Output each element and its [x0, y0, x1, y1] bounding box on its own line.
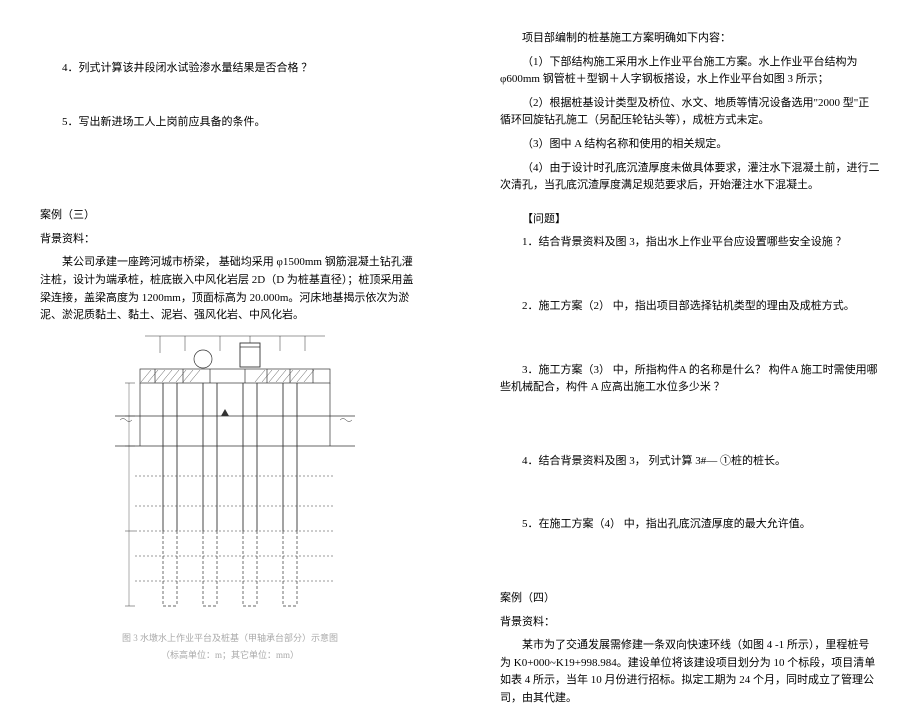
case4-text: 某市为了交通发展需修建一条双向快速环线（如图 4 -1 所示），里程桩号为 K0…: [500, 637, 880, 707]
question-5: 5．写出新进场工人上岗前应具备的条件。: [40, 114, 420, 132]
r-question-3: 3．施工方案（3） 中，所指构件A 的名称是什么？ 构件A 施工时需使用哪些机械…: [500, 362, 880, 397]
plan-item-2: （2）根据桩基设计类型及桥位、水文、地质等情况设备选用"2000 型"正循环回旋…: [500, 95, 880, 130]
case4-bg-label: 背景资料：: [500, 614, 880, 632]
diagram-caption-2: （标高单位：m；其它单位：mm）: [40, 650, 420, 662]
plan-item-1: （1）下部结构施工采用水上作业平台施工方案。水上作业平台结构为 φ600mm 钢…: [500, 54, 880, 89]
case4-title: 案例（四）: [500, 590, 880, 608]
diagram-caption-1: 图 3 水墩水上作业平台及桩基（甲轴承台部分）示意图: [40, 633, 420, 645]
r-question-1: 1．结合背景资料及图 3，指出水上作业平台应设置哪些安全设施 ？: [500, 234, 880, 252]
r-question-2: 2．施工方案（2） 中，指出项目部选择钻机类型的理由及成桩方式。: [500, 298, 880, 316]
plan-item-4: （4）由于设计时孔底沉渣厚度未做具体要求，灌注水下混凝土前，进行二次清孔，当孔底…: [500, 160, 880, 195]
bg-label: 背景资料：: [40, 231, 420, 249]
plan-item-3: （3）图中 A 结构名称和使用的相关规定。: [500, 136, 880, 154]
intro-text: 项目部编制的桩基施工方案明确如下内容：: [500, 30, 880, 48]
r-question-5: 5．在施工方案（4） 中，指出孔底沉渣厚度的最大允许值。: [500, 516, 880, 534]
question-4: 4．列式计算该井段闭水试验渗水量结果是否合格 ？: [40, 60, 420, 78]
question-label: 【问题】: [500, 211, 880, 229]
bg-text: 某公司承建一座跨河城市桥梁， 基础均采用 φ1500mm 钢筋混凝土钻孔灌注桩，…: [40, 254, 420, 324]
bridge-pile-diagram: [85, 331, 375, 631]
case-title: 案例（三）: [40, 207, 420, 225]
r-question-4: 4．结合背景资料及图 3， 列式计算 3#— ①桩的桩长。: [500, 453, 880, 471]
